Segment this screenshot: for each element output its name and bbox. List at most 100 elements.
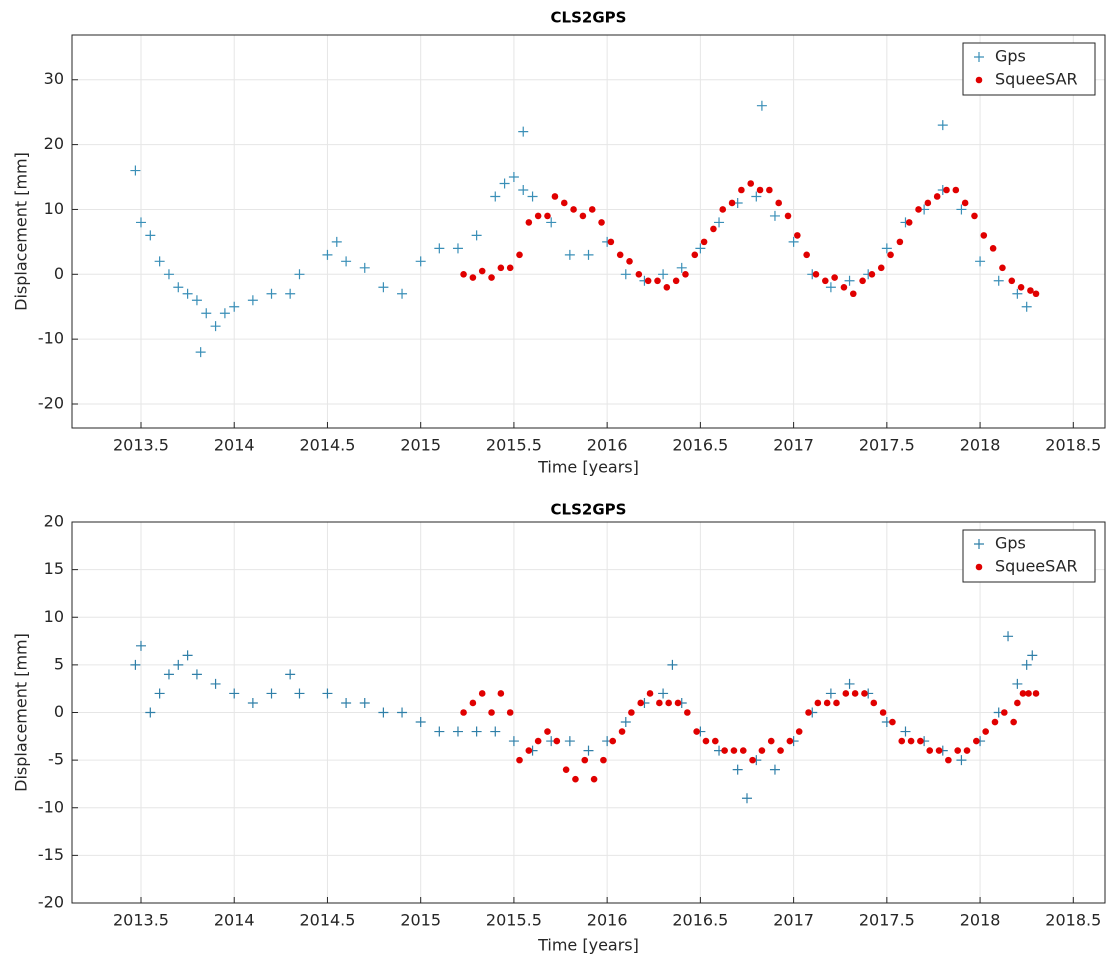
- gps-point: [219, 308, 230, 319]
- squeesar-point: [971, 212, 978, 220]
- squeesar-point: [905, 219, 913, 226]
- squeesar-point: [851, 690, 859, 697]
- gps-point: [266, 688, 277, 699]
- squeesar-point: [1032, 290, 1040, 298]
- gps-point: [769, 764, 780, 775]
- squeesar-point: [747, 180, 755, 187]
- legend-label: Gps: [995, 534, 1026, 553]
- squeesar-point: [870, 699, 878, 707]
- y-tick-label: -15: [38, 845, 64, 864]
- squeesar-point: [840, 283, 848, 291]
- squeesar-point: [710, 225, 717, 233]
- x-tick-label: 2016: [587, 436, 628, 455]
- gps-point: [518, 126, 529, 137]
- squeesar-point: [516, 756, 523, 764]
- gps-point: [695, 243, 706, 254]
- squeesar-point: [786, 737, 794, 745]
- y-tick-label: 10: [44, 199, 64, 218]
- squeesar-point: [590, 775, 598, 783]
- gps-point: [732, 764, 743, 775]
- squeesar-point: [877, 264, 885, 272]
- squeesar-point: [887, 251, 894, 259]
- squeesar-point: [702, 737, 710, 745]
- gps-point: [1012, 288, 1023, 299]
- squeesar-point: [952, 186, 960, 194]
- squeesar-point: [784, 212, 792, 220]
- squeesar-point: [728, 199, 736, 207]
- squeesar-point: [868, 271, 876, 278]
- squeesar-point: [506, 709, 514, 716]
- y-axis-label: Displacement [mm]: [12, 152, 31, 311]
- gps-point: [676, 262, 687, 273]
- squeesar-point: [982, 728, 989, 735]
- squeesar-point: [933, 193, 941, 200]
- squeesar-point: [460, 271, 467, 278]
- x-axis-label: Time [years]: [537, 458, 639, 477]
- squeesar-point: [719, 206, 727, 213]
- gps-point: [341, 256, 352, 267]
- x-tick-label: 2018.5: [1045, 436, 1101, 455]
- squeesar-point: [803, 251, 810, 259]
- squeesar-point: [739, 747, 747, 754]
- squeesar-point: [672, 277, 680, 285]
- legend-marker: [975, 76, 983, 84]
- gps-point: [499, 178, 510, 189]
- x-tick-label: 2017: [773, 436, 814, 455]
- squeesar-point: [1019, 690, 1027, 697]
- gps-point: [359, 262, 370, 273]
- gps-point: [844, 275, 855, 286]
- squeesar-point: [879, 709, 887, 716]
- squeesar-point: [935, 747, 943, 754]
- gps-point: [508, 172, 519, 183]
- plot-area: [72, 35, 1105, 428]
- x-tick-label: 2014.5: [299, 436, 355, 455]
- x-tick-label: 2013.5: [113, 911, 169, 930]
- gps-point: [844, 678, 855, 689]
- squeesar-point: [691, 251, 699, 259]
- squeesar-point: [943, 186, 950, 194]
- gps-point: [620, 269, 631, 280]
- gps-point: [201, 308, 212, 319]
- squeesar-point: [861, 690, 868, 697]
- squeesar-point: [682, 271, 689, 278]
- x-tick-label: 2015: [400, 911, 441, 930]
- legend-box: [962, 42, 1096, 96]
- squeesar-point: [1008, 277, 1016, 285]
- gps-point: [620, 717, 631, 728]
- squeesar-point: [469, 274, 477, 281]
- gps-point: [975, 256, 986, 267]
- chart: 2013.5 2014 2014.5 2015 2015.5 2016 2016.5 2017…: [12, 9, 1106, 477]
- y-tick-label: 20: [44, 134, 64, 153]
- y-tick-label: 0: [54, 264, 64, 283]
- gps-point: [490, 726, 501, 737]
- squeesar-point: [805, 709, 812, 716]
- squeesar-point: [572, 775, 579, 783]
- gps-point: [508, 736, 519, 747]
- legend-marker: [975, 563, 983, 571]
- squeesar-point: [859, 277, 866, 285]
- gps-point: [154, 688, 165, 699]
- squeesar-point: [560, 199, 568, 207]
- squeesar-point: [924, 199, 932, 207]
- squeesar-point: [954, 747, 961, 754]
- squeesar-point: [506, 264, 514, 272]
- gps-point: [714, 217, 725, 228]
- gps-point: [359, 697, 370, 708]
- squeesar-point: [525, 747, 533, 754]
- squeesar-point: [991, 718, 999, 726]
- gps-point: [564, 249, 575, 260]
- squeesar-point: [525, 219, 533, 226]
- squeesar-point: [833, 699, 840, 707]
- gps-point: [294, 688, 305, 699]
- gps-point: [756, 100, 767, 111]
- squeesar-point: [544, 728, 551, 735]
- gps-point: [397, 707, 408, 718]
- squeesar-point: [598, 219, 605, 226]
- squeesar-point: [777, 747, 784, 754]
- squeesar-point: [917, 737, 924, 745]
- gps-point: [163, 269, 174, 280]
- gps-point: [145, 707, 156, 718]
- squeesar-point: [469, 699, 477, 707]
- squeesar-point: [684, 709, 691, 716]
- gps-point: [210, 678, 221, 689]
